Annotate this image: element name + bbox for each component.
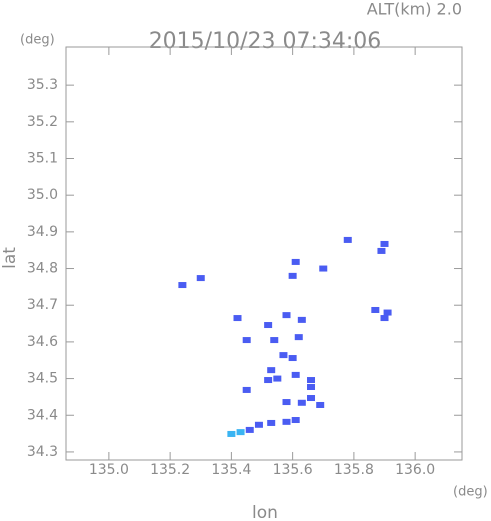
x-axis-label: lon [252,503,278,521]
radar-echo [380,240,389,247]
y-tick-label: 34.9 [27,224,58,240]
altitude-label: ALT(km) 2.0 [367,0,462,19]
radar-echo [282,399,291,406]
y-tick-label: 34.8 [27,261,58,277]
y-tick-label: 34.4 [27,407,58,423]
radar-echo [270,337,279,344]
radar-echo [236,429,245,436]
radar-echo [282,418,291,425]
radar-echo [233,315,242,322]
y-tick-label: 35.1 [27,151,58,167]
radar-echo [242,337,251,344]
radar-echo [297,399,306,406]
radar-echo [242,386,251,393]
radar-echo [307,377,316,384]
radar-echo [297,316,306,323]
y-tick-label: 34.7 [27,297,58,313]
radar-echo [245,426,254,433]
radar-echo [294,334,303,341]
radar-echo [264,377,273,384]
y-tick-label: 35.3 [27,77,58,93]
radar-echo [267,367,276,374]
radar-echo [380,315,389,322]
radar-echo [288,355,297,362]
radar-echo [291,258,300,265]
radar-echo [279,352,288,359]
radar-echo [267,419,276,426]
x-tick-label: 135.8 [334,462,374,478]
radar-echo [319,265,328,272]
radar-echo [264,322,273,329]
x-tick-label: 136.0 [395,462,435,478]
y-tick-label: 34.5 [27,371,58,387]
radar-echo [291,371,300,378]
radar-echo [307,395,316,402]
radar-echo [291,417,300,424]
plot-frame [65,46,463,461]
x-tick-label: 135.4 [211,462,251,478]
y-axis-label: lat [0,247,20,269]
y-tick-label: 34.6 [27,334,58,350]
radar-echo [273,375,282,382]
radar-echo [383,309,392,316]
y-tick-label: 35.0 [27,187,58,203]
chart-title: 2015/10/23 07:34:06 [149,29,382,54]
x-tick-label: 135.6 [273,462,313,478]
radar-echo [282,312,291,319]
radar-echo [227,430,236,437]
radar-echo [316,401,325,408]
radar-echo [307,384,316,391]
y-tick-label: 35.2 [27,114,58,130]
radar-echo [288,272,297,279]
radar-echo [196,275,205,282]
radar-echo [178,282,187,289]
radar-echo [377,247,386,254]
radar-echo [371,306,380,313]
x-tick-label: 135.2 [150,462,190,478]
y-unit: (deg) [20,33,55,48]
y-tick-label: 34.3 [27,444,58,460]
x-unit: (deg) [453,485,488,500]
radar-echo [343,236,352,243]
x-tick-label: 135.0 [89,462,129,478]
radar-echo [254,421,263,428]
